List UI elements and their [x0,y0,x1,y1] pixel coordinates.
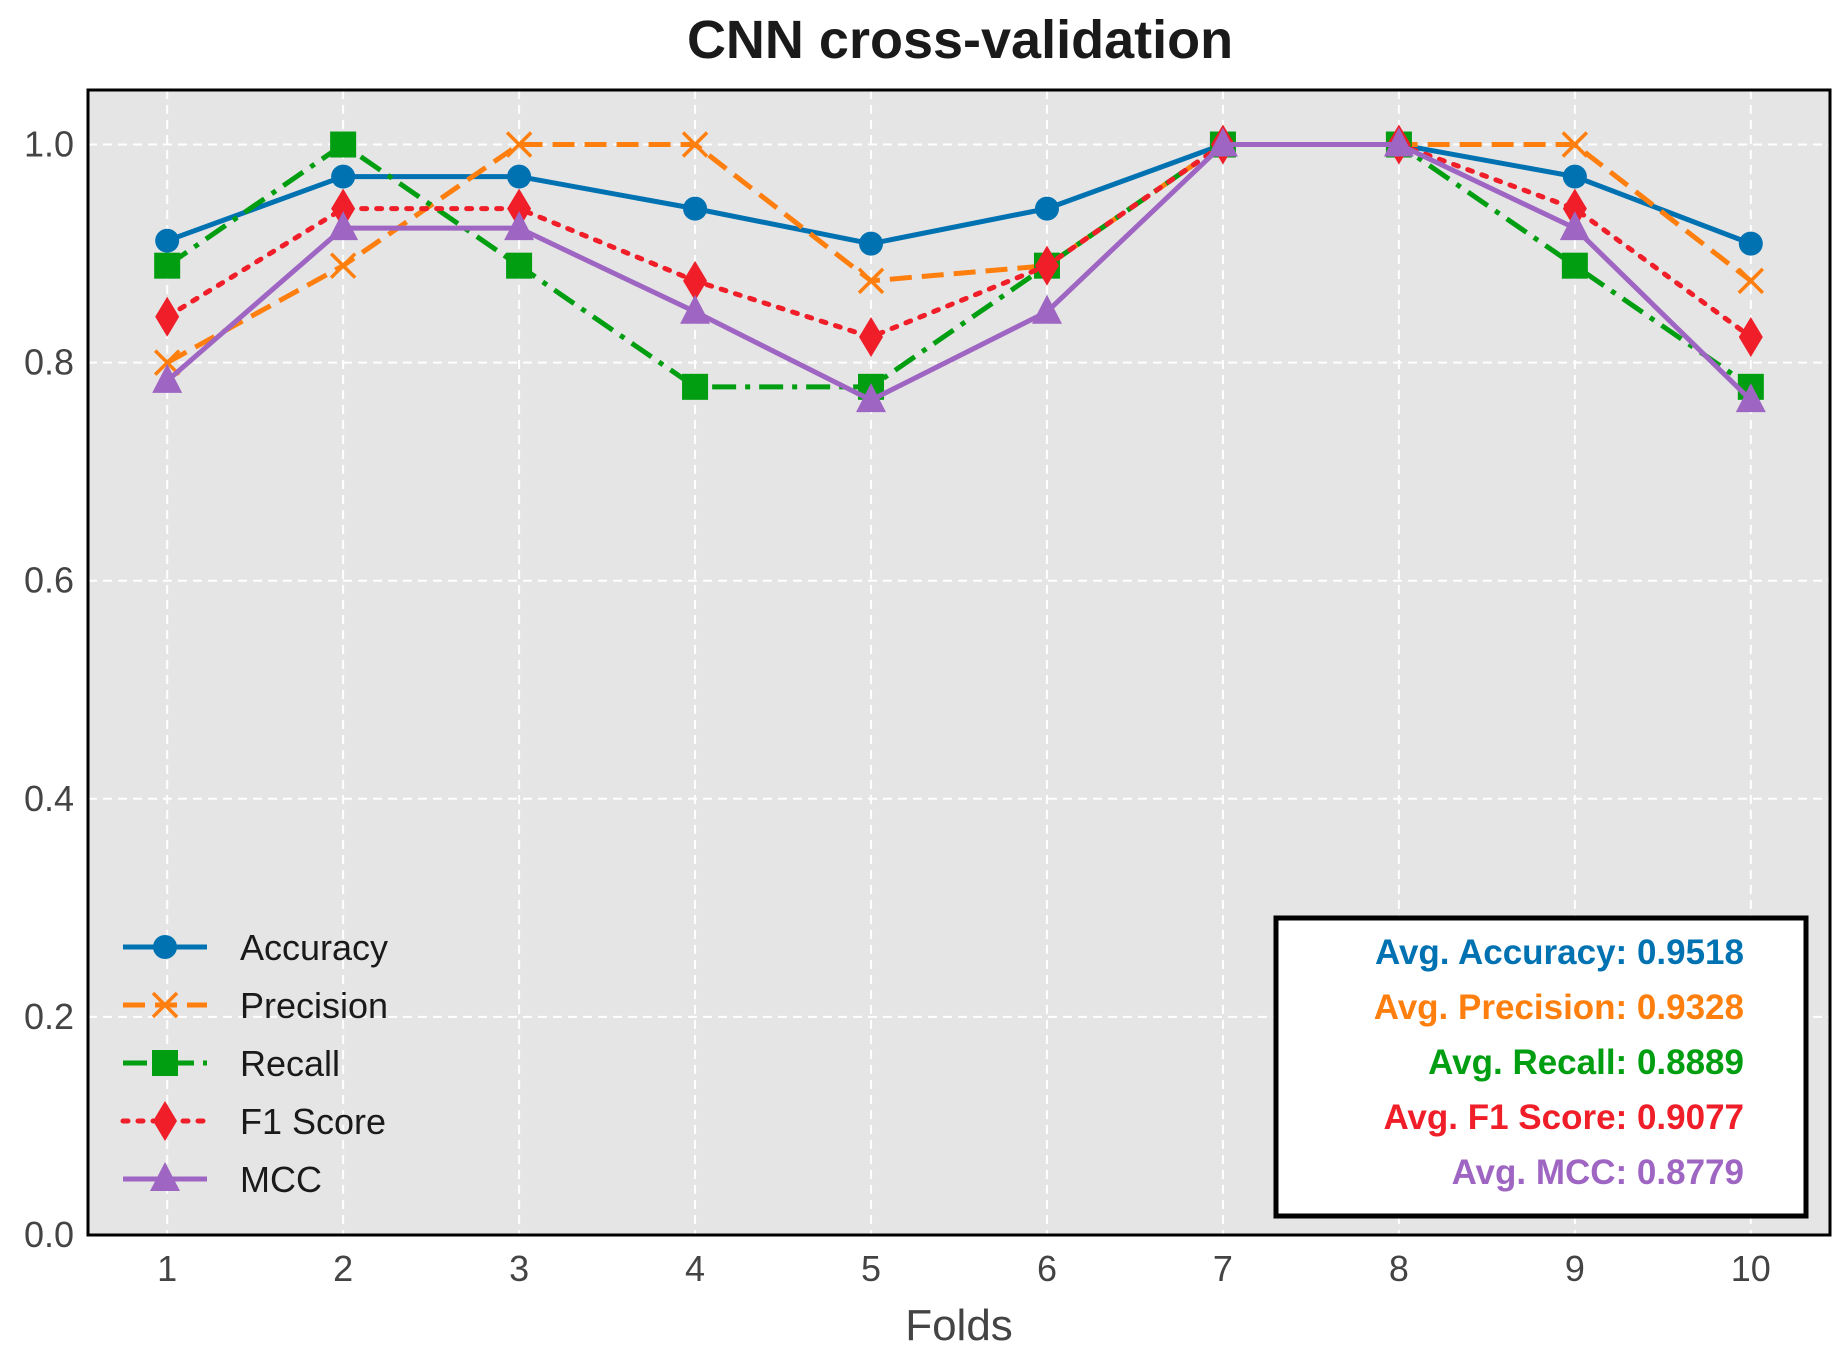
data-point-f1-score [155,296,180,337]
series-mcc [152,127,1766,413]
x-tick-label: 4 [685,1248,705,1289]
data-point-mcc [328,211,359,241]
data-point-accuracy [1738,231,1763,256]
data-point-precision [681,131,709,158]
plot-frame [86,88,1832,1237]
data-point-f1-score [507,188,532,229]
x-tick-label: 8 [1389,1248,1409,1289]
x-tick-label: 5 [861,1248,881,1289]
data-point-f1-score [1034,245,1059,286]
data-point-mcc [856,383,887,413]
legend-label-precision: Precision [240,985,388,1026]
average-value: Avg. F1 Score: 0.9077 [1383,1098,1744,1137]
grid-lines [88,90,1830,1236]
legend-item-mcc: MCC [123,1159,322,1200]
data-point-mcc [504,211,535,241]
y-axis-ticks: 0.0 0.2 0.4 0.6 0.8 1.0 [24,124,74,1255]
x-axis-label: Folds [905,1301,1013,1350]
legend-marker-f1-score [153,1101,177,1141]
series-line-precision [165,142,1753,365]
data-point-precision [1737,267,1765,295]
x-tick-label: 1 [157,1248,177,1289]
x-tick-label: 10 [1731,1248,1771,1289]
data-point-f1-score [331,188,356,229]
data-point-precision [329,252,357,279]
series-f1-score [155,124,1763,357]
data-point-mcc [1031,294,1062,324]
y-tick-label: 0.0 [24,1214,74,1255]
y-tick-label: 0.4 [24,778,74,819]
x-tick-label: 6 [1037,1248,1057,1289]
series-line-f1-score [164,142,1754,340]
legend-item-precision: Precision [123,985,388,1026]
data-point-mcc [1559,211,1590,241]
data-point-mcc [152,363,183,393]
legend-label-f1-score: F1 Score [240,1101,386,1142]
chart-title: CNN cross-validation [687,10,1233,70]
data-point-recall [1561,252,1588,279]
legend-marker-mcc [150,1162,180,1191]
y-tick-label: 0.8 [24,342,74,383]
x-tick-label: 7 [1213,1248,1233,1289]
data-point-f1-score [859,316,884,357]
data-point-accuracy [331,164,356,189]
data-point-accuracy [1562,164,1587,189]
legend-label-mcc: MCC [240,1159,322,1200]
legend-marker-accuracy [153,935,177,959]
series-line-mcc [165,142,1753,403]
data-point-accuracy [507,164,532,189]
x-tick-label: 3 [509,1248,529,1289]
series-line-accuracy [166,142,1752,247]
data-point-recall [506,252,533,279]
legend-item-accuracy: Accuracy [123,927,388,968]
legend-item-f1-score: F1 Score [120,1101,386,1142]
data-point-mcc [680,294,711,324]
data-point-f1-score [683,260,708,301]
legend-label-recall: Recall [240,1043,340,1084]
data-point-accuracy [1034,196,1059,221]
y-tick-label: 0.6 [24,560,74,601]
legend-marker-precision [151,991,179,1019]
data-point-accuracy [155,228,180,253]
average-value: Avg. Recall: 0.8889 [1428,1043,1744,1082]
average-value: Avg. Precision: 0.9328 [1374,988,1744,1027]
legend-marker-recall [152,1050,178,1076]
y-tick-label: 0.2 [24,996,74,1037]
data-point-precision [1561,131,1589,158]
data-point-f1-score [1738,316,1763,357]
average-value: Avg. Accuracy: 0.9518 [1375,933,1744,972]
data-point-precision [857,267,885,295]
averages-box-frame [1273,915,1809,1219]
average-value: Avg. MCC: 0.8779 [1452,1153,1744,1192]
legend-item-recall: Recall [123,1043,340,1084]
data-point-precision [505,131,533,158]
legend-label-accuracy: Accuracy [240,927,388,968]
data-point-f1-score [1562,188,1587,229]
y-tick-label: 1.0 [24,124,74,165]
data-point-mcc [1207,127,1238,157]
data-point-accuracy [859,231,884,256]
data-point-recall [330,131,357,158]
data-point-mcc [1735,383,1766,413]
series-line-recall [165,142,1753,390]
x-tick-label: 2 [333,1248,353,1289]
x-tick-label: 9 [1565,1248,1585,1289]
data-point-mcc [1383,127,1414,157]
data-point-accuracy [683,196,708,221]
x-axis-ticks: 1 2 3 4 5 6 7 8 9 10 [157,1248,1771,1289]
data-point-recall [154,252,181,279]
data-point-recall [682,373,709,400]
legend: Accuracy Precision Recall F1 Score MCC [120,927,388,1200]
averages-box: Avg. Accuracy: 0.9518 Avg. Precision: 0.9… [1273,915,1809,1219]
series-layer [152,124,1766,413]
